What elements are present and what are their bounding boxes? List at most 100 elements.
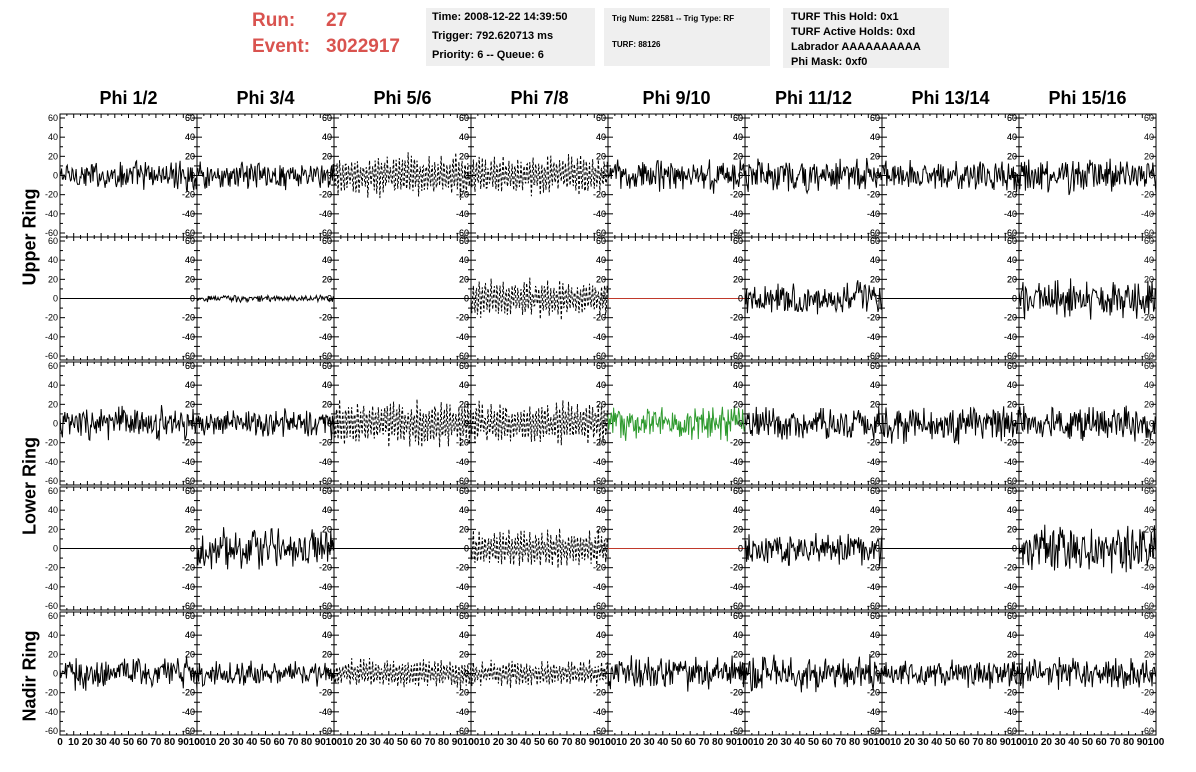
y-tick-label: -20 <box>1004 438 1017 448</box>
y-tick-label: 20 <box>322 524 332 534</box>
y-tick-label: 60 <box>185 486 195 496</box>
x-tick-label: 20 <box>356 737 368 748</box>
y-tick-label: -40 <box>730 457 743 467</box>
y-tick-label: -20 <box>867 688 880 698</box>
y-tick-label: 20 <box>733 649 743 659</box>
trace-line <box>1018 657 1157 690</box>
y-tick-label: 40 <box>870 255 880 265</box>
y-tick-label: 20 <box>1007 399 1017 409</box>
y-tick-label: 20 <box>733 151 743 161</box>
x-tick-label: 30 <box>96 737 108 748</box>
y-tick-label: 40 <box>48 380 58 390</box>
y-tick-label: -20 <box>867 563 880 573</box>
x-tick-label: 100 <box>874 737 891 748</box>
y-tick-label: -40 <box>1004 707 1017 717</box>
x-tick-label: 100 <box>600 737 617 748</box>
y-tick-label: -20 <box>730 563 743 573</box>
column-header-phi-15-16: Phi 15/16 <box>1048 88 1127 108</box>
y-tick-label: 60 <box>733 236 743 246</box>
y-tick-label: 20 <box>48 274 58 284</box>
panel-4-1: -60 -60 -40 -40 -20 -20 0 0 20 20 40 40 60 60 <box>182 611 335 736</box>
y-tick-label: -40 <box>182 582 195 592</box>
y-tick-label: -60 <box>1004 726 1017 736</box>
y-tick-label: -20 <box>319 313 332 323</box>
y-tick-label: 0 <box>875 419 880 429</box>
y-tick-label: -40 <box>867 582 880 592</box>
y-tick-label: 40 <box>1144 630 1154 640</box>
y-tick-label: 0 <box>1012 419 1017 429</box>
y-tick-label: 60 <box>1007 113 1017 123</box>
y-tick-label: -40 <box>730 209 743 219</box>
y-tick-label: -40 <box>182 332 195 342</box>
y-tick-label: -60 <box>867 351 880 361</box>
y-tick-label: 20 <box>1007 649 1017 659</box>
x-tick-label: 30 <box>233 737 245 748</box>
y-tick-label: 0 <box>53 171 58 181</box>
panel-1-3: -60 -60 -40 -40 -20 -20 0 0 20 20 40 40 60 60 <box>456 236 609 361</box>
panel-3-7: -60 -60 -40 -40 -20 -20 0 0 20 20 40 40 60 60 <box>1004 486 1157 611</box>
y-tick-label: -40 <box>1141 457 1154 467</box>
y-tick-label: -20 <box>456 688 469 698</box>
y-tick-label: -20 <box>319 688 332 698</box>
y-tick-label: -60 <box>1004 601 1017 611</box>
y-tick-label: -60 <box>1141 351 1154 361</box>
y-tick-label: 40 <box>1007 505 1017 515</box>
y-tick-label: 0 <box>738 171 743 181</box>
y-tick-label: 40 <box>596 630 606 640</box>
y-tick-label: -40 <box>593 457 606 467</box>
y-tick-label: 40 <box>596 132 606 142</box>
y-tick-label: 20 <box>185 151 195 161</box>
y-tick-label: 20 <box>185 274 195 284</box>
trace-line <box>470 528 609 569</box>
trace-line <box>607 406 746 442</box>
y-tick-label: -40 <box>456 582 469 592</box>
y-tick-label: 20 <box>733 274 743 284</box>
y-tick-label: -40 <box>45 332 58 342</box>
y-tick-label: 0 <box>1149 171 1154 181</box>
panel-3-0: -60 -60 -40 -40 -20 -20 0 0 20 20 40 40 60 60 <box>45 486 198 611</box>
y-tick-label: -60 <box>1004 228 1017 238</box>
y-tick-label: -20 <box>1004 688 1017 698</box>
y-tick-label: -60 <box>319 476 332 486</box>
x-tick-label: 50 <box>260 737 272 748</box>
y-tick-label: 60 <box>185 113 195 123</box>
y-tick-label: 40 <box>48 630 58 640</box>
y-tick-label: -20 <box>182 438 195 448</box>
trace-line <box>881 159 1020 193</box>
y-tick-label: 60 <box>596 486 606 496</box>
y-tick-label: 40 <box>733 630 743 640</box>
y-tick-label: -40 <box>1141 707 1154 717</box>
y-tick-label: 40 <box>459 630 469 640</box>
y-tick-label: 20 <box>459 151 469 161</box>
y-tick-label: 60 <box>185 236 195 246</box>
y-tick-label: -60 <box>867 476 880 486</box>
y-tick-label: 20 <box>185 649 195 659</box>
y-tick-label: 40 <box>322 380 332 390</box>
x-tick-label: 0 <box>194 737 200 748</box>
y-tick-label: -20 <box>456 313 469 323</box>
panel-3-6: -60 -60 -40 -40 -20 -20 0 0 20 20 40 40 60 60 <box>867 486 1020 611</box>
y-tick-label: 0 <box>464 294 469 304</box>
y-tick-label: 60 <box>1007 113 1017 123</box>
y-tick-label: -60 <box>593 351 606 361</box>
y-tick-label: 20 <box>322 274 332 284</box>
y-tick-label: 20 <box>733 649 743 659</box>
trace-line <box>59 159 198 192</box>
y-tick-label: 0 <box>190 294 195 304</box>
column-header-phi-7-8: Phi 7/8 <box>510 88 569 108</box>
trace-line <box>744 280 883 315</box>
y-tick-label: -60 <box>730 351 743 361</box>
y-tick-label: 60 <box>1144 611 1154 621</box>
panel-frame <box>59 361 198 486</box>
y-tick-label: 40 <box>1007 255 1017 265</box>
x-tick-label: 10 <box>890 737 902 748</box>
y-tick-label: -60 <box>593 476 606 486</box>
y-tick-label: -20 <box>1004 313 1017 323</box>
y-tick-label: 60 <box>459 486 469 496</box>
y-tick-label: 20 <box>459 399 469 409</box>
y-tick-label: 20 <box>185 399 195 409</box>
x-tick-label: 90 <box>589 737 601 748</box>
x-tick-label: 60 <box>274 737 286 748</box>
y-tick-label: 60 <box>459 611 469 621</box>
run-value: 27 <box>326 10 348 31</box>
